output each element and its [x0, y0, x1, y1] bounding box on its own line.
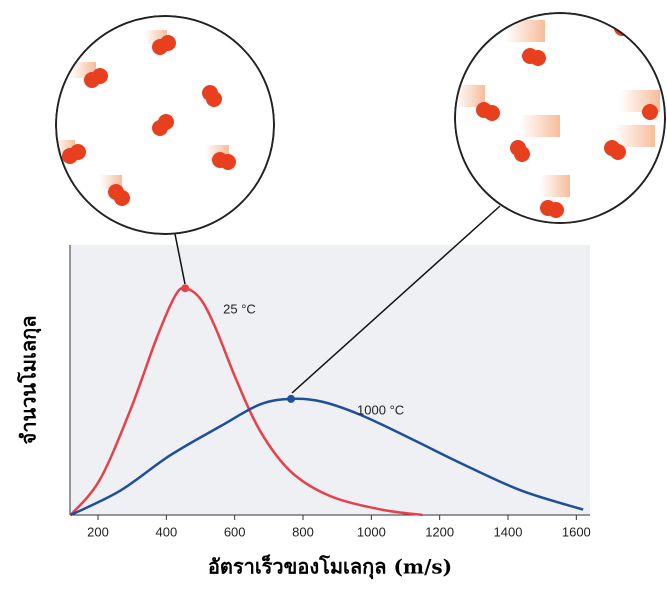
x-tick-label: 1600	[562, 524, 591, 539]
x-tick-label: 800	[292, 524, 314, 539]
x-tick-label: 600	[224, 524, 246, 539]
x-tick-label: 400	[155, 524, 177, 539]
x-tick-label: 1400	[494, 524, 523, 539]
y-axis-label: จำนวนโมเลกุล	[17, 316, 42, 445]
molecules-hot	[454, 12, 666, 224]
x-tick-label: 200	[87, 524, 109, 539]
x-tick-label: 1000	[357, 524, 386, 539]
leader-line	[291, 205, 501, 394]
curve	[70, 397, 584, 517]
plot-area	[70, 245, 590, 515]
x-axis-label: อัตราเร็วของโมเลกุล (m/s)	[208, 554, 452, 580]
peak-dot	[181, 284, 190, 293]
x-tick-label: 1200	[425, 524, 454, 539]
series-label: 25 °C	[223, 302, 256, 317]
peak-dot	[287, 394, 296, 403]
series-label: 1000 °C	[357, 402, 404, 417]
curve	[69, 286, 423, 517]
molecules-cold	[55, 15, 275, 235]
